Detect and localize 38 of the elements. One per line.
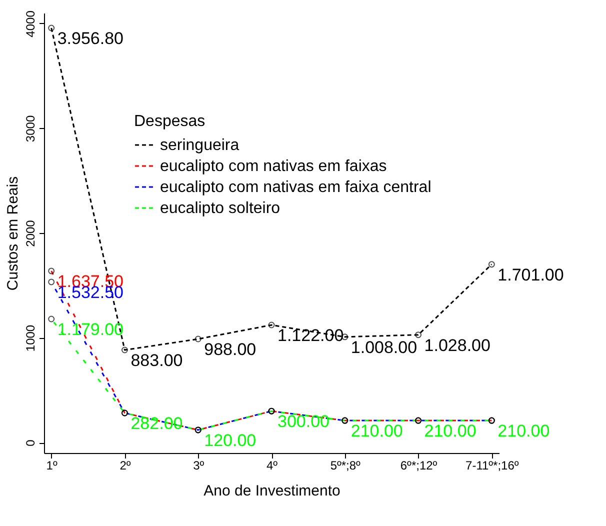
legend-label: eucalipto com nativas em faixas	[160, 158, 387, 175]
data-label: 282.00	[130, 414, 183, 433]
point	[121, 346, 128, 354]
point	[48, 24, 55, 32]
y-axis-title: Custos em Reais	[4, 176, 22, 291]
point	[194, 336, 202, 342]
x-tick-label: 3º	[193, 458, 205, 472]
x-tick-label: 4º	[266, 458, 278, 472]
x-tick-label: 5º*;8º	[330, 458, 362, 472]
data-label: 1.122.00	[278, 326, 344, 345]
data-label: 210.00	[424, 422, 476, 441]
legend-label: eucalipto com nativas em faixa central	[160, 179, 432, 196]
legend-label: seringueira	[160, 137, 240, 154]
y-tick-label: 1000	[24, 324, 38, 352]
data-label: 300.00	[278, 412, 330, 432]
x-tick-label: 1º	[46, 458, 58, 472]
data-label: 1.008.00	[350, 338, 418, 357]
legend-title: Despesas	[134, 113, 206, 130]
legend-label: eucalipto solteiro	[160, 200, 280, 217]
y-tick-label: 0	[24, 439, 38, 446]
data-label: 210.00	[498, 422, 550, 441]
data-label: 210.00	[350, 422, 403, 441]
y-tick-label: 3000	[24, 115, 38, 142]
x-tick-label: 6º*;12º	[400, 458, 438, 472]
data-label: 120.00	[204, 430, 256, 450]
point	[488, 261, 495, 268]
point	[415, 332, 422, 338]
data-label: 3.956.80	[57, 29, 124, 48]
data-label: 1.701.00	[498, 265, 564, 284]
data-label: 988.00	[204, 340, 256, 360]
x-tick-label: 7-11º*;16º	[466, 458, 520, 472]
x-axis-title: Ano de Investimento	[204, 482, 340, 500]
data-label: 883.00	[130, 351, 183, 370]
y-tick-label: 2000	[24, 220, 38, 247]
y-tick-label: 4000	[24, 10, 38, 38]
point	[268, 322, 275, 328]
x-tick-label: 2º	[120, 458, 132, 472]
data-label: 1.028.00	[424, 336, 490, 355]
